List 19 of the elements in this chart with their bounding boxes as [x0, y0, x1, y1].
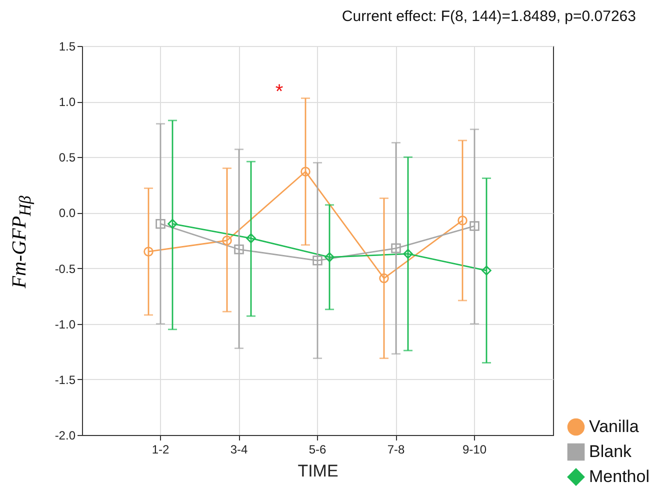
chart-title: Current effect: F(8, 144)=1.8489, p=0.07263 — [342, 8, 636, 25]
legend-label: Blank — [589, 442, 632, 461]
x-tick-label: 3-4 — [230, 442, 248, 456]
x-tick-label: 5-6 — [308, 442, 326, 456]
x-tick-label: 1-2 — [152, 442, 170, 456]
x-tick-label: 7-8 — [387, 442, 405, 456]
y-tick-label: 1.5 — [58, 40, 76, 54]
y-tick-label: -1.0 — [54, 317, 76, 332]
y-tick-label: 0.5 — [58, 150, 76, 165]
x-axis-title: TIME — [298, 462, 338, 480]
y-tick-label: -1.5 — [54, 372, 76, 387]
y-tick-label: 0.0 — [58, 206, 76, 220]
legend-label: Menthol — [589, 467, 650, 486]
legend-label: Vanilla — [589, 417, 640, 436]
annotation: * — [275, 81, 284, 103]
y-tick-label: -2.0 — [54, 428, 76, 442]
y-tick-label: 1.0 — [58, 95, 76, 110]
x-tick-label: 9-10 — [462, 442, 487, 456]
y-tick-label: -0.5 — [54, 262, 76, 276]
